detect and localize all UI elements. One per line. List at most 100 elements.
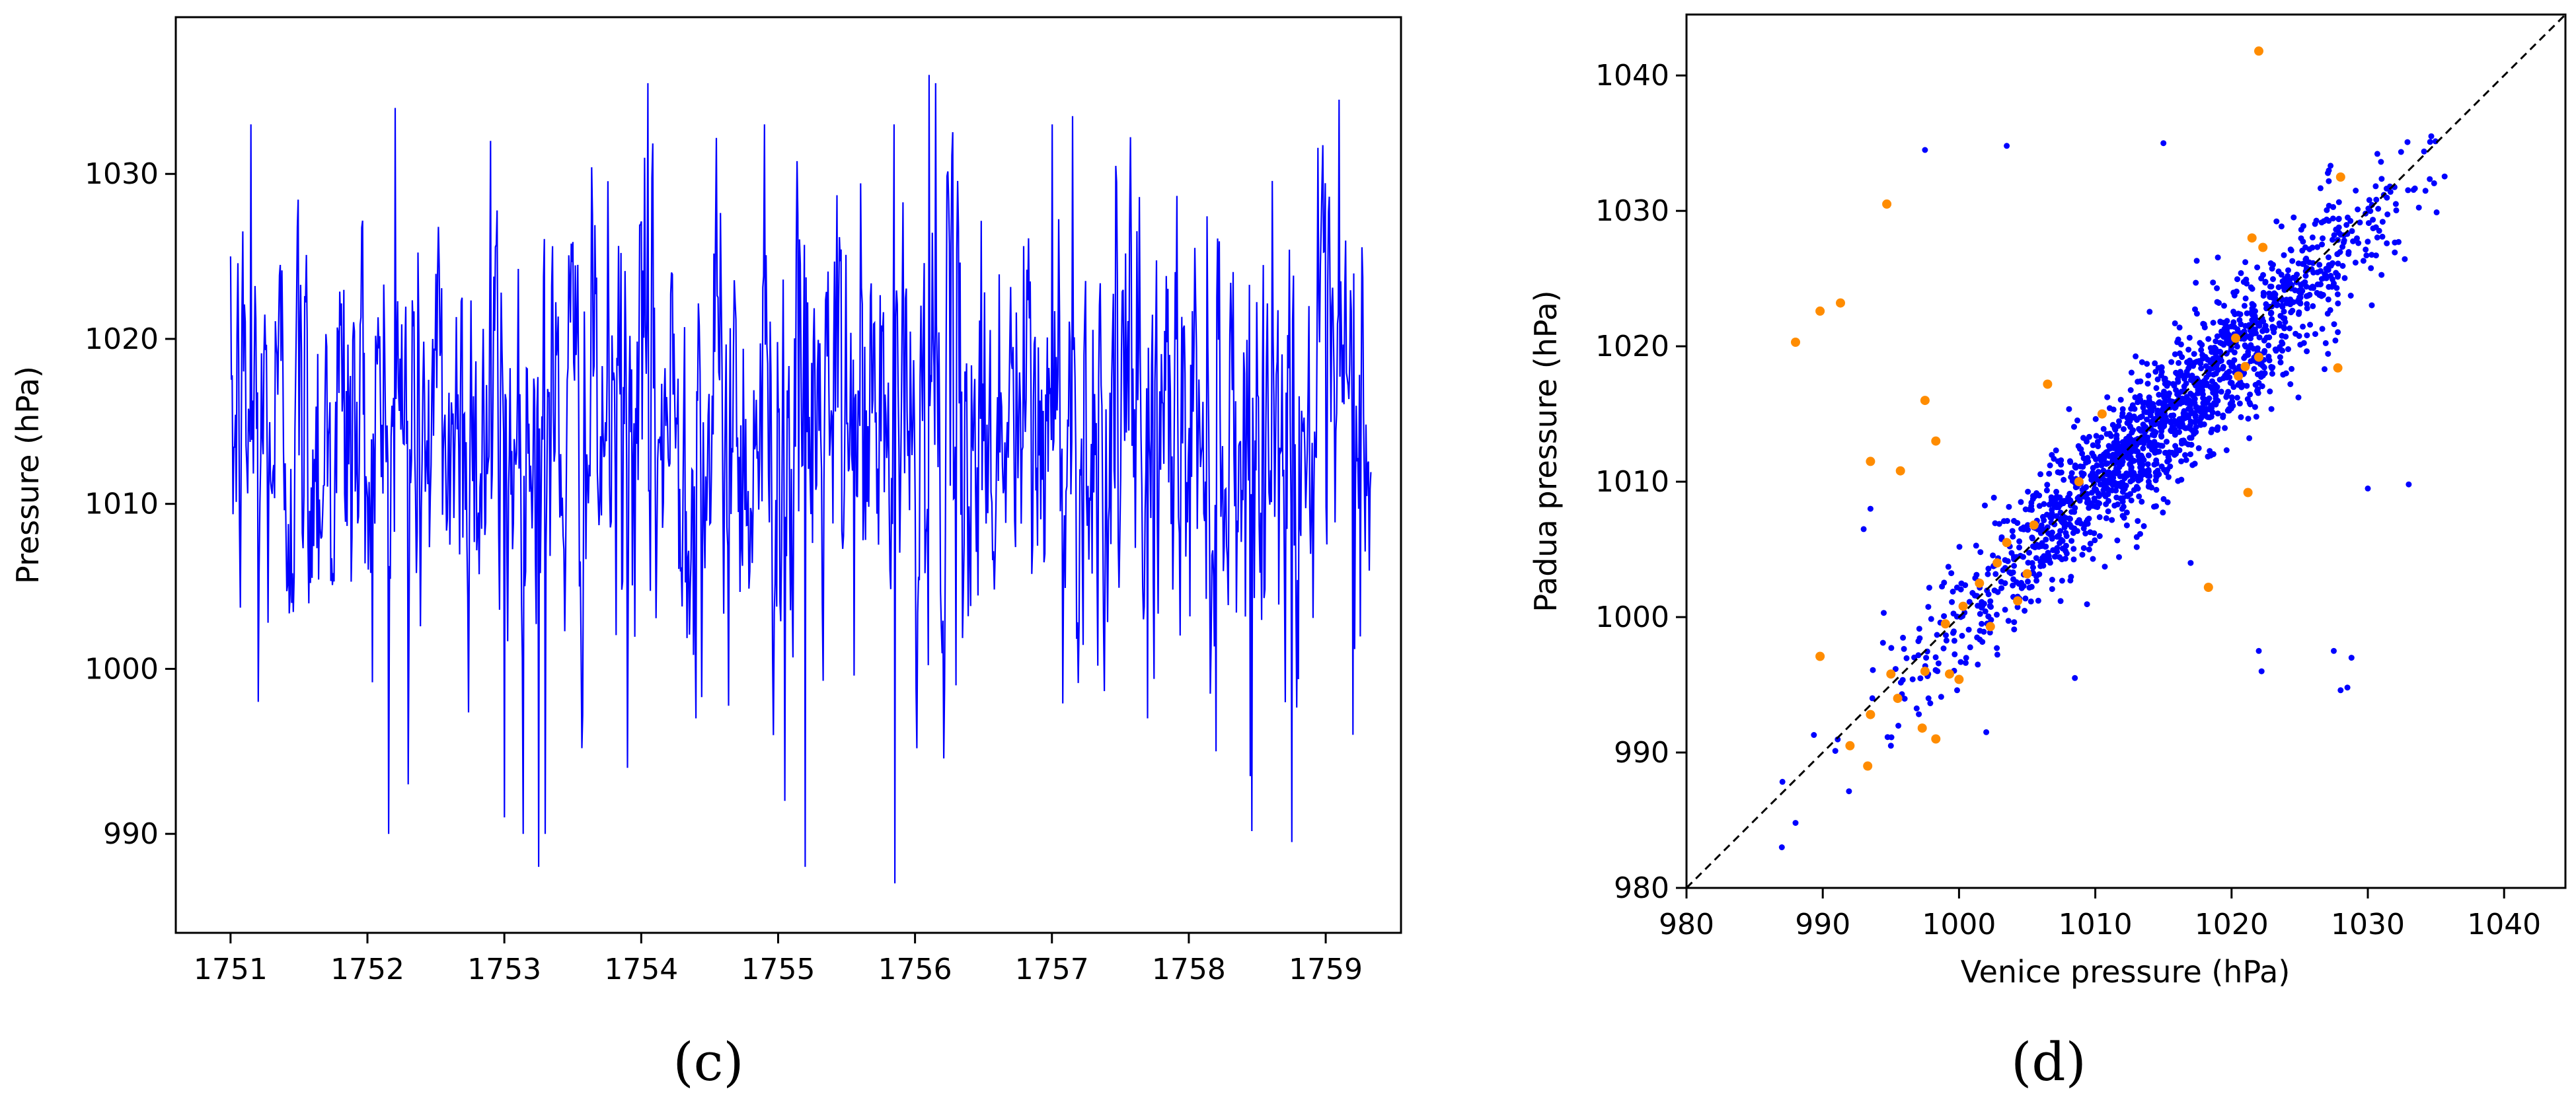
venice-padua-point <box>2018 585 2025 591</box>
venice-padua-point <box>2223 447 2230 453</box>
venice-padua-point <box>2252 316 2259 322</box>
venice-padua-point <box>2249 311 2255 318</box>
venice-padua-point <box>1903 655 1910 661</box>
venice-padua-point <box>2110 406 2117 413</box>
venice-padua-point <box>2157 420 2164 426</box>
venice-padua-point <box>1987 598 1994 604</box>
venice-padua-point <box>2405 187 2411 194</box>
venice-padua-point <box>2375 205 2382 212</box>
venice-padua-point <box>1965 626 1972 633</box>
venice-padua-point <box>2312 221 2318 227</box>
venice-padua-point <box>2193 429 2199 435</box>
venice-padua-point <box>2162 381 2168 387</box>
venice-padua-point <box>2158 372 2164 379</box>
venice-padua-point <box>2129 402 2136 408</box>
venice-padua-point <box>2241 355 2248 361</box>
venice-padua-point <box>1957 659 1964 665</box>
venice-padua-point <box>1977 610 1983 617</box>
venice-padua-point <box>2123 509 2130 516</box>
venice-padua-point <box>2209 426 2215 433</box>
venice-padua-point <box>1979 639 1986 645</box>
scatter-y-tick-label: 990 <box>1614 736 1669 770</box>
venice-padua-point <box>1938 694 1944 700</box>
venice-padua-point <box>2354 235 2360 242</box>
venice-padua-point <box>1953 584 1960 591</box>
highlighted-point <box>1815 651 1825 661</box>
venice-padua-point <box>2004 518 2010 524</box>
venice-padua-point <box>2261 349 2267 356</box>
venice-padua-point <box>2248 332 2254 338</box>
venice-padua-point <box>2179 421 2185 427</box>
venice-padua-point <box>2209 386 2216 392</box>
venice-padua-point <box>2026 584 2033 591</box>
venice-padua-point <box>2053 513 2060 519</box>
venice-padua-point <box>2094 462 2100 468</box>
venice-padua-point <box>2030 564 2036 571</box>
venice-padua-point <box>2002 606 2008 613</box>
venice-padua-point <box>2011 619 2018 626</box>
venice-padua-point <box>2164 499 2171 505</box>
scatter-y-tick-label: 1010 <box>1595 465 1669 499</box>
highlighted-point <box>1893 694 1903 704</box>
venice-padua-point <box>2331 232 2337 238</box>
venice-padua-point <box>2281 309 2287 315</box>
venice-padua-point <box>2215 410 2221 417</box>
venice-padua-point <box>2202 353 2209 360</box>
venice-padua-point <box>2415 204 2422 211</box>
venice-padua-point <box>2183 400 2190 406</box>
venice-padua-point <box>2378 272 2385 278</box>
venice-padua-point <box>2011 626 2018 633</box>
venice-padua-point <box>2113 494 2120 501</box>
venice-padua-point <box>2119 489 2126 495</box>
venice-padua-point <box>2322 340 2329 346</box>
venice-padua-point <box>2363 246 2369 253</box>
venice-padua-point <box>1888 645 1895 651</box>
venice-padua-point <box>2238 321 2244 328</box>
venice-padua-point <box>2163 450 2170 456</box>
venice-padua-point <box>2063 542 2069 549</box>
venice-padua-point <box>2159 443 2166 449</box>
venice-padua-point <box>2277 312 2284 319</box>
venice-padua-point <box>1967 644 1973 651</box>
venice-padua-point <box>2298 235 2304 242</box>
venice-padua-point <box>2172 351 2178 357</box>
venice-padua-point <box>2091 495 2098 501</box>
venice-padua-point <box>2117 396 2124 403</box>
venice-padua-point <box>2213 396 2219 402</box>
venice-padua-point <box>2136 493 2142 499</box>
venice-padua-point <box>2256 334 2263 341</box>
venice-padua-point <box>1915 638 1922 644</box>
venice-padua-point <box>1994 611 2000 618</box>
venice-padua-point <box>2018 499 2024 505</box>
venice-padua-point <box>2333 226 2339 233</box>
scatter-x-tick-label: 990 <box>1795 908 1850 941</box>
venice-padua-point <box>2331 647 2337 654</box>
venice-padua-point <box>2372 252 2379 259</box>
venice-padua-point <box>1900 634 1907 641</box>
venice-padua-point <box>2258 275 2265 281</box>
venice-padua-point <box>2365 238 2371 245</box>
venice-padua-point <box>1975 661 1981 668</box>
venice-padua-point <box>2339 263 2346 269</box>
venice-padua-point <box>2258 374 2264 380</box>
venice-padua-point <box>2163 469 2170 476</box>
venice-padua-point <box>2205 336 2212 342</box>
venice-padua-point <box>2133 544 2140 550</box>
venice-padua-point <box>2300 261 2307 267</box>
venice-padua-point <box>2049 507 2055 513</box>
venice-padua-point <box>1951 638 1957 644</box>
venice-padua-point <box>2049 534 2055 540</box>
venice-padua-point <box>2119 406 2126 412</box>
venice-padua-point <box>2137 378 2144 384</box>
venice-padua-point <box>2119 413 2125 420</box>
highlighted-point <box>1958 601 1968 611</box>
venice-padua-point <box>2153 503 2159 509</box>
venice-padua-point <box>1983 729 1990 735</box>
highlighted-point <box>1836 298 1845 308</box>
venice-padua-point <box>2063 515 2068 521</box>
venice-padua-point <box>2349 228 2355 235</box>
venice-padua-point <box>2057 554 2063 560</box>
venice-padua-point <box>2083 437 2090 443</box>
venice-padua-point <box>2215 254 2221 261</box>
venice-padua-point <box>2067 458 2074 465</box>
